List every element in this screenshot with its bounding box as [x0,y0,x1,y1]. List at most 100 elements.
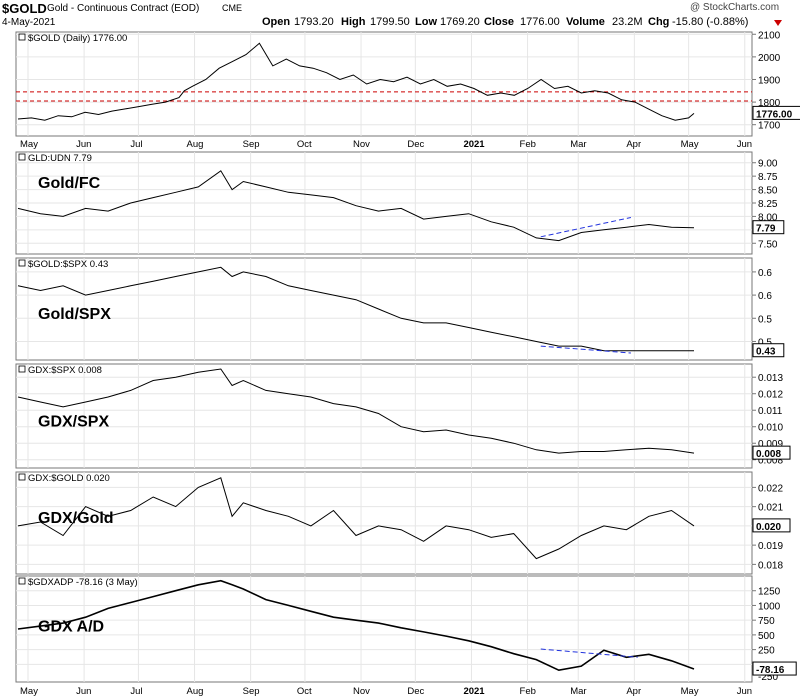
symbol-label: $GOLD [2,1,47,16]
panel-legend: GDX:$GOLD 0.020 [28,473,110,484]
last-value-box [752,343,785,358]
x-tick-label: May [20,686,38,697]
legend-marker [18,33,26,41]
x-tick-label: Jul [130,686,142,697]
watermark: @ StockCharts.com [690,2,780,13]
y-tick-label: 0.010 [758,423,783,434]
y-tick-label: 0.5 [758,314,772,325]
y-tick-label: 8.50 [758,186,778,197]
last-value-box [752,105,800,120]
y-tick-label: 0.011 [758,406,783,417]
instrument-name: Gold - Continuous Contract (EOD) [47,3,200,14]
panel-legend: $GDXADP -78.16 (3 May) [28,577,138,588]
low-value: 1769.20 [440,16,480,28]
legend-marker [18,473,26,481]
y-tick-label: 8.25 [758,199,778,210]
y-tick-label: 500 [758,631,775,642]
last-value-box [752,661,797,676]
y-tick-label: 0.6 [758,291,772,302]
high-value: 1799.50 [370,16,410,28]
x-tick-label: 2021 [463,686,485,697]
x-tick-label: Nov [353,686,370,697]
x-tick-label: Sep [243,686,260,697]
x-tick-label: Jun [76,686,91,697]
x-tick-label: Jun [737,139,752,150]
y-tick-label: 1700 [758,121,781,132]
last-value-box [752,518,791,533]
x-tick-label: Jun [737,686,752,697]
x-tick-label: Oct [297,686,312,697]
series-line [17,42,695,121]
x-tick-label: Apr [626,686,641,697]
x-tick-label: May [681,686,699,697]
y-tick-label: 7.50 [758,239,778,250]
open-value: 1793.20 [294,16,334,28]
down-arrow-icon [774,20,782,26]
trend-line [540,345,631,354]
trend-line [540,648,638,658]
volume-value: 23.2M [612,16,643,28]
y-tick-label: 2100 [758,30,781,41]
y-tick-label: 0.019 [758,541,783,552]
chart-header: $GOLD Gold - Continuous Contract (EOD) C… [0,0,800,32]
chg-label: Chg [648,16,670,28]
low-label: Low [415,16,437,28]
last-value-box [752,445,791,460]
y-tick-label: 2000 [758,53,781,64]
y-tick-label: 0.008 [758,456,783,467]
y-tick-label: 9.00 [758,159,778,170]
panel-legend: $GOLD:$SPX 0.43 [28,259,108,270]
chart-date: 4-May-2021 [2,17,56,28]
series-line [17,170,695,242]
y-tick-label: 250 [758,646,775,657]
last-value-label: 1776.00 [756,109,793,120]
x-tick-label: Aug [187,686,204,697]
series-line [17,579,695,672]
last-value-label: 0.43 [756,347,776,358]
y-tick-label: 8.00 [758,212,778,223]
panel-frame [15,257,753,361]
panel-frame [15,363,753,469]
y-tick-label: 1250 [758,587,781,598]
panel-legend: $GOLD (Daily) 1776.00 [28,33,127,44]
x-tick-label: Oct [297,139,312,150]
y-tick-label: 750 [758,616,775,627]
last-value-label: -78.16 [756,665,785,676]
x-tick-label: Dec [407,686,424,697]
trend-line [540,217,632,238]
close-label: Close [484,16,514,28]
y-tick-label: 1000 [758,601,781,612]
high-label: High [341,16,366,28]
close-value: 1776.00 [520,16,560,28]
x-tick-label: Sep [243,139,260,150]
panel-title: Gold/FC [38,175,101,192]
x-tick-label: May [20,139,38,150]
x-tick-label: Aug [187,139,204,150]
legend-marker [18,259,26,267]
x-tick-label: Feb [520,139,536,150]
last-value-label: 0.008 [756,449,781,460]
y-tick-label: 0.021 [758,503,783,514]
y-tick-label: -250 [758,672,778,683]
panel-frame [15,31,753,137]
y-tick-label: 0.022 [758,483,783,494]
y-tick-label: 0.009 [758,439,783,450]
y-tick-label: 1800 [758,98,781,109]
series-line [17,266,694,352]
y-tick-label: 0.013 [758,373,783,384]
panel-title: Gold/SPX [38,306,111,323]
x-tick-label: 2021 [463,139,485,150]
x-tick-label: May [681,139,699,150]
legend-marker [18,153,26,161]
panel-title: GDX/Gold [38,510,114,527]
legend-marker [18,365,26,373]
x-tick-label: Feb [520,686,536,697]
y-tick-label: 0.6 [758,268,772,279]
x-tick-label: Mar [570,139,586,150]
panel-frame [15,575,753,683]
x-tick-label: Mar [570,686,586,697]
panel-title: GDX/SPX [38,413,109,430]
y-tick-label: 0.5 [758,337,772,348]
x-tick-label: Jun [76,139,91,150]
x-tick-label: Jul [130,139,142,150]
